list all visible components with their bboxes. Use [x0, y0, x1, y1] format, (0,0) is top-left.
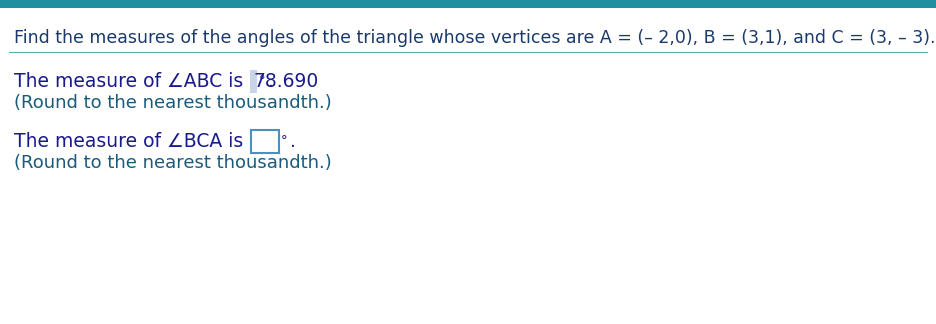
Text: (Round to the nearest thousandth.): (Round to the nearest thousandth.) — [14, 154, 331, 172]
Text: °: ° — [281, 134, 288, 147]
Text: 78.690: 78.690 — [254, 72, 318, 91]
Bar — [0, 0, 936, 8]
Text: .: . — [269, 72, 274, 91]
Text: The measure of ∠BCA is: The measure of ∠BCA is — [14, 132, 249, 151]
Bar — [250, 70, 257, 93]
Text: (Round to the nearest thousandth.): (Round to the nearest thousandth.) — [14, 94, 331, 112]
Text: Find the measures of the angles of the triangle whose vertices are A = (– 2,0), : Find the measures of the angles of the t… — [14, 29, 935, 47]
Text: .: . — [290, 132, 296, 151]
Text: °: ° — [259, 74, 266, 87]
Text: The measure of ∠ABC is: The measure of ∠ABC is — [14, 72, 249, 91]
Bar — [251, 130, 279, 153]
